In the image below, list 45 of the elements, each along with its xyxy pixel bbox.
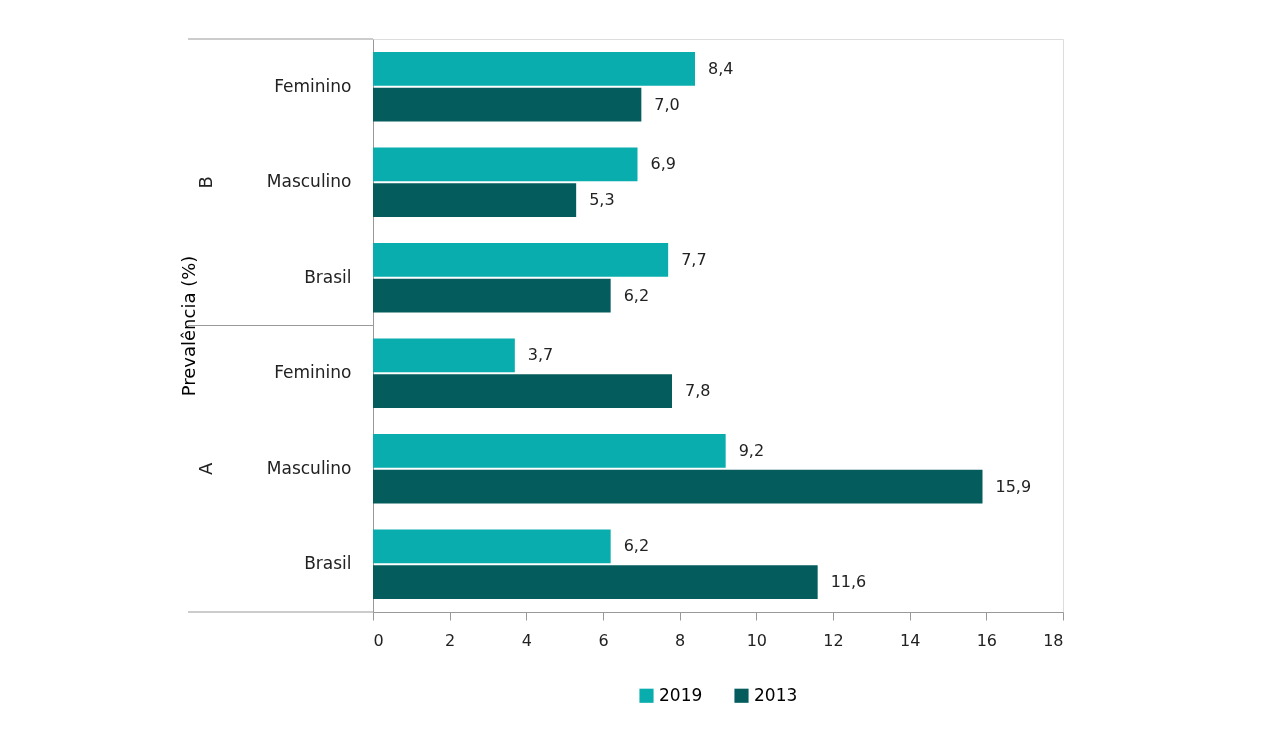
y-tick-label: Feminino [274,75,352,96]
data-label: 7,8 [685,381,711,401]
x-tick-label: 16 [976,630,998,650]
legend-label: 2019 [659,684,703,705]
y-tick-label: Masculino [266,171,352,192]
x-tick-label: 10 [746,630,768,650]
data-label: 15,9 [995,476,1032,496]
data-label: 6,2 [623,536,650,556]
y-tick-label: Masculino [266,457,352,478]
bar [373,51,695,86]
data-label: 3,7 [527,345,554,365]
data-label: 7,7 [681,249,707,269]
x-tick-label: 2 [445,630,456,650]
bar [373,338,515,373]
bar [373,529,611,564]
data-label: 6,9 [650,154,676,174]
x-tick-label: 4 [521,630,532,650]
data-label: 9,2 [738,440,765,460]
x-tick-label: 8 [675,630,686,650]
x-tick-label: 14 [899,630,921,650]
x-tick-label: 12 [823,630,844,650]
x-tick-label: 18 [1043,630,1064,650]
bar [373,565,818,600]
bar [373,374,672,409]
data-label: 7,0 [654,94,680,114]
legend-label: 2013 [754,684,798,705]
bar [373,147,638,182]
bar [373,469,983,504]
bar [373,183,577,218]
bar [373,433,726,468]
data-label: 8,4 [708,58,734,78]
bar [373,278,611,313]
y-tick-label: Brasil [304,266,352,287]
data-label: 6,2 [623,285,650,305]
x-tick-label: 0 [373,630,384,650]
y-tick-label: Brasil [304,553,352,574]
bar [373,242,669,277]
y-axis-title: Prevalência (%) [177,255,199,397]
bar [373,87,642,122]
data-label: 5,3 [589,190,615,210]
data-label: 11,6 [830,572,867,592]
y-tick-label: Feminino [274,362,352,383]
x-tick-label: 6 [598,630,609,650]
text: A [195,461,216,475]
text: B [195,176,216,189]
